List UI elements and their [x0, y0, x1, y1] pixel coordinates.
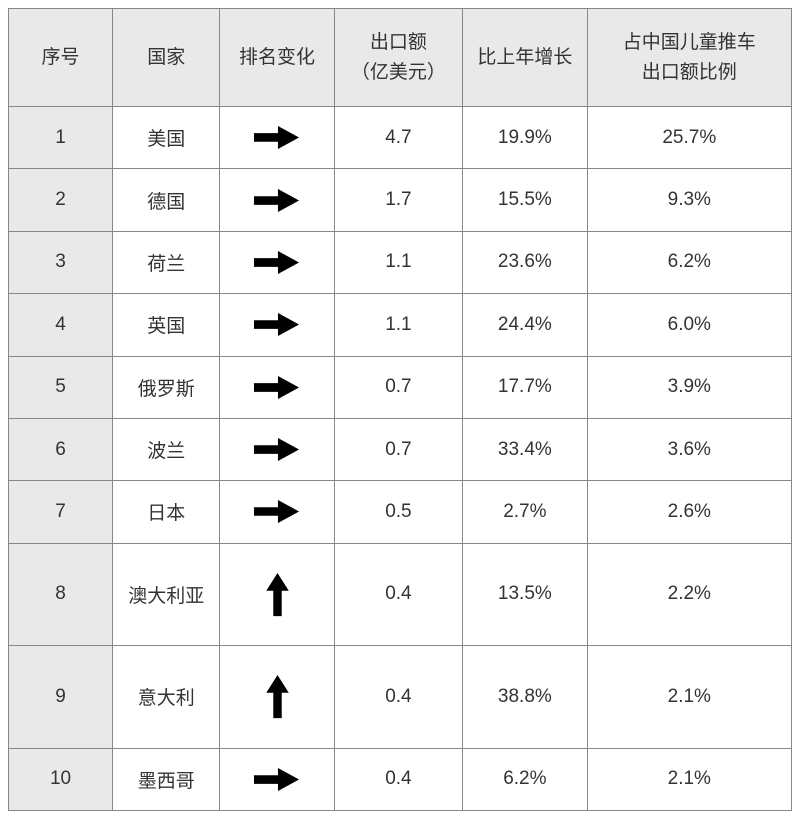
header-cell-5: 占中国儿童推车 出口额比例	[586, 8, 793, 107]
cell-rank-change	[219, 230, 335, 295]
cell-rank-change	[219, 293, 335, 357]
cell-country: 意大利	[112, 645, 221, 749]
cell-yoy-growth: 17.7%	[462, 355, 588, 419]
cell-yoy-growth: 6.2%	[462, 747, 588, 812]
table-row: 1 美国 4.7 19.9% 25.7%	[7, 105, 793, 170]
right-arrow-icon	[254, 766, 300, 793]
table-row: 7 日本 0.5 2.7% 2.6%	[7, 480, 793, 544]
cell-rank-change	[219, 417, 335, 482]
cell-export-value: 1.7	[333, 168, 464, 232]
cell-rank-change	[219, 105, 335, 170]
table-row: 2 德国 1.7 15.5% 9.3%	[7, 168, 793, 232]
header-label: 国家	[147, 46, 186, 68]
right-arrow-icon	[254, 374, 300, 401]
header-cell-2: 排名变化	[219, 8, 335, 107]
cell-export-value: 0.5	[333, 480, 464, 544]
cell-country: 德国	[112, 168, 221, 232]
header-cell-0: 序号	[7, 8, 114, 107]
cell-country: 俄罗斯	[112, 355, 221, 419]
cell-share: 3.9%	[586, 355, 793, 419]
cell-yoy-growth: 23.6%	[462, 230, 588, 295]
header-label: 排名变化	[239, 46, 316, 68]
table-row: 3 荷兰 1.1 23.6% 6.2%	[7, 230, 793, 295]
table-row: 9 意大利 0.4 38.8% 2.1%	[7, 645, 793, 749]
cell-no: 4	[7, 293, 114, 357]
right-arrow-icon	[254, 124, 300, 151]
export-rank-table-wrap: 序号 国家 排名变化 出口额 （亿美元） 比上年增长 占中国儿童推车 出口额比例 1 美国 4.7…	[7, 8, 793, 812]
cell-no: 9	[7, 645, 114, 749]
header-cell-1: 国家	[112, 8, 221, 107]
table-row: 10 墨西哥 0.4 6.2% 2.1%	[7, 747, 793, 812]
table-row: 5 俄罗斯 0.7 17.7% 3.9%	[7, 355, 793, 419]
cell-no: 2	[7, 168, 114, 232]
cell-share: 2.1%	[586, 645, 793, 749]
table-row: 6 波兰 0.7 33.4% 3.6%	[7, 417, 793, 482]
cell-share: 9.3%	[586, 168, 793, 232]
cell-share: 2.1%	[586, 747, 793, 812]
cell-yoy-growth: 33.4%	[462, 417, 588, 482]
right-arrow-icon	[254, 498, 300, 525]
table-row: 4 英国 1.1 24.4% 6.0%	[7, 293, 793, 357]
header-label: （亿美元）	[350, 61, 446, 83]
cell-share: 3.6%	[586, 417, 793, 482]
header-cell-4: 比上年增长	[462, 8, 588, 107]
right-arrow-icon	[254, 436, 300, 463]
cell-share: 6.0%	[586, 293, 793, 357]
cell-yoy-growth: 15.5%	[462, 168, 588, 232]
cell-no: 10	[7, 747, 114, 812]
cell-no: 6	[7, 417, 114, 482]
cell-country: 英国	[112, 293, 221, 357]
right-arrow-icon	[254, 311, 300, 338]
cell-country: 澳大利亚	[112, 542, 221, 647]
cell-yoy-growth: 2.7%	[462, 480, 588, 544]
cell-rank-change	[219, 355, 335, 419]
cell-share: 2.2%	[586, 542, 793, 647]
cell-no: 1	[7, 105, 114, 170]
table-body: 1 美国 4.7 19.9% 25.7% 2 德国 1.7 15.5% 9.3% 3 荷兰 1.1 23.…	[7, 105, 793, 812]
right-arrow-icon	[254, 187, 300, 214]
cell-no: 5	[7, 355, 114, 419]
cell-no: 7	[7, 480, 114, 544]
header-label: 序号	[41, 46, 80, 68]
cell-yoy-growth: 13.5%	[462, 542, 588, 647]
cell-share: 2.6%	[586, 480, 793, 544]
cell-export-value: 0.4	[333, 645, 464, 749]
header-cell-3: 出口额 （亿美元）	[333, 8, 464, 107]
export-rank-table: 序号 国家 排名变化 出口额 （亿美元） 比上年增长 占中国儿童推车 出口额比例 1 美国 4.7…	[7, 8, 793, 812]
cell-country: 波兰	[112, 417, 221, 482]
cell-export-value: 1.1	[333, 230, 464, 295]
up-arrow-icon	[264, 572, 291, 617]
cell-yoy-growth: 24.4%	[462, 293, 588, 357]
cell-rank-change	[219, 480, 335, 544]
cell-no: 8	[7, 542, 114, 647]
table-row: 8 澳大利亚 0.4 13.5% 2.2%	[7, 542, 793, 647]
cell-yoy-growth: 38.8%	[462, 645, 588, 749]
cell-no: 3	[7, 230, 114, 295]
table-header-row: 序号 国家 排名变化 出口额 （亿美元） 比上年增长 占中国儿童推车 出口额比例	[7, 8, 793, 107]
cell-share: 25.7%	[586, 105, 793, 170]
cell-export-value: 0.7	[333, 417, 464, 482]
header-label: 出口额比例	[641, 61, 737, 83]
cell-country: 美国	[112, 105, 221, 170]
header-label: 出口额	[369, 32, 427, 54]
cell-rank-change	[219, 168, 335, 232]
cell-country: 荷兰	[112, 230, 221, 295]
header-label: 占中国儿童推车	[622, 32, 756, 54]
cell-rank-change	[219, 645, 335, 749]
cell-country: 日本	[112, 480, 221, 544]
header-label: 比上年增长	[477, 46, 573, 68]
cell-country: 墨西哥	[112, 747, 221, 812]
right-arrow-icon	[254, 249, 300, 276]
cell-yoy-growth: 19.9%	[462, 105, 588, 170]
cell-export-value: 4.7	[333, 105, 464, 170]
cell-share: 6.2%	[586, 230, 793, 295]
cell-export-value: 0.4	[333, 747, 464, 812]
up-arrow-icon	[264, 674, 291, 719]
cell-rank-change	[219, 747, 335, 812]
cell-export-value: 0.4	[333, 542, 464, 647]
cell-export-value: 0.7	[333, 355, 464, 419]
cell-export-value: 1.1	[333, 293, 464, 357]
cell-rank-change	[219, 542, 335, 647]
